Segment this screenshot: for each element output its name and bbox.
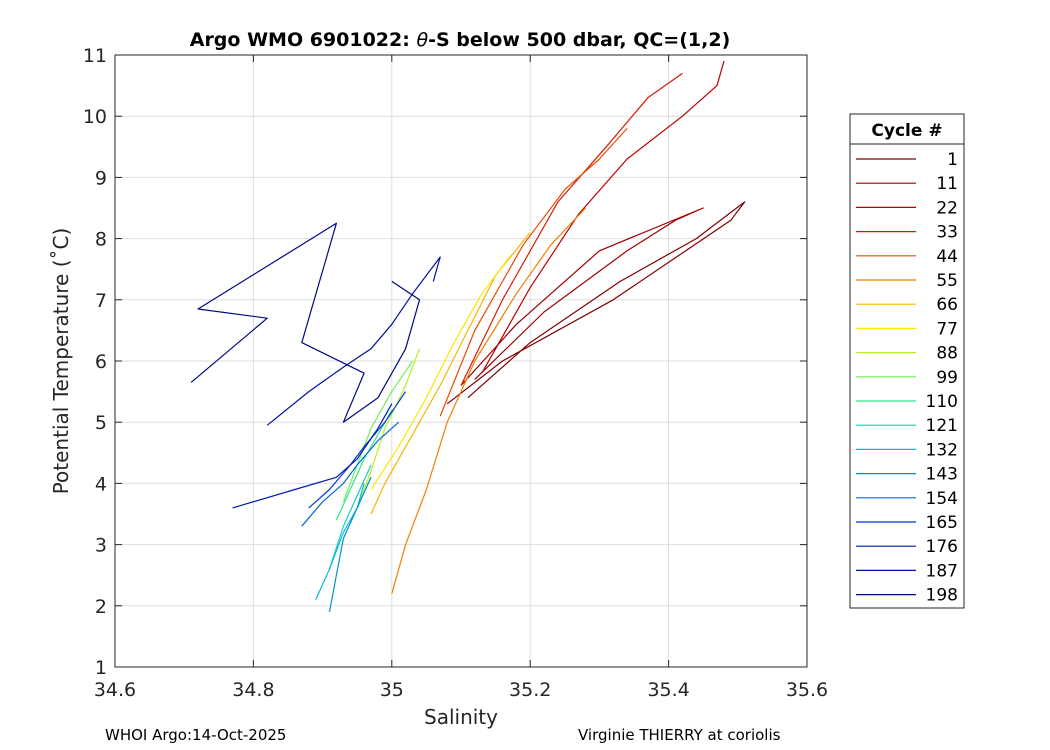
y-tick-label: 2	[95, 596, 107, 618]
legend-label-22: 22	[936, 198, 958, 218]
series-line-cycle-198	[190, 222, 421, 423]
legend-label-44: 44	[936, 247, 958, 267]
footer-left: WHOI Argo:14-Oct-2025	[105, 726, 286, 744]
y-tick-label: 5	[95, 412, 107, 434]
chart-title: Argo WMO 6901022: θ-S below 500 dbar, QC…	[190, 29, 731, 51]
x-tick-label: 35.2	[509, 679, 551, 701]
title-prefix: Argo WMO 6901022:	[190, 29, 417, 51]
legend-label-143: 143	[926, 465, 958, 485]
series-line-cycle-121	[328, 464, 372, 570]
x-tick-label: 34.6	[94, 679, 136, 701]
series-line-cycle-1	[446, 201, 746, 405]
legend-label-55: 55	[936, 271, 958, 291]
legend-label-176: 176	[926, 537, 958, 557]
y-tick-label: 1	[95, 657, 107, 679]
series-line-cycle-132	[315, 483, 365, 600]
x-tick-label: 35.4	[647, 679, 689, 701]
legend-label-132: 132	[926, 440, 958, 460]
y-tick-label: 10	[83, 106, 107, 128]
plot-frame	[114, 54, 808, 668]
legend-label-154: 154	[926, 489, 958, 509]
series-line-cycle-110	[335, 409, 393, 521]
series-line-cycle-165	[308, 391, 407, 509]
series-line-cycle-55	[391, 207, 587, 594]
legend-label-66: 66	[936, 295, 958, 315]
legend-label-198: 198	[926, 586, 958, 606]
x-tick-label: 34.8	[232, 679, 274, 701]
legend-box	[849, 113, 965, 609]
y-tick-label: 8	[95, 229, 107, 251]
series-line-cycle-99	[342, 360, 414, 503]
grid	[114, 54, 808, 668]
series-line-cycle-22	[481, 60, 725, 374]
series-line-cycle-176	[232, 403, 393, 509]
legend-label-165: 165	[926, 513, 958, 533]
legend-entries: 1112233445566778899110121132143154165176…	[856, 150, 958, 606]
x-axis-label: Salinity	[424, 705, 498, 729]
legend-label-121: 121	[926, 416, 958, 436]
legend-label-77: 77	[936, 319, 958, 339]
x-tick-label: 35.6	[786, 679, 828, 701]
series-line-cycle-88	[356, 348, 421, 509]
legend-label-33: 33	[936, 223, 958, 243]
legend-label-110: 110	[926, 392, 958, 412]
y-tick-label: 11	[83, 45, 107, 67]
series-line-cycle-11	[460, 207, 704, 386]
y-axis-ticks: 1 2 3 4 5 6 7 8 9 10 11	[83, 45, 807, 679]
y-tick-label: 9	[95, 167, 107, 189]
y-tick-label: 3	[95, 535, 107, 557]
x-tick-label: 35	[380, 679, 404, 701]
series-lines	[190, 60, 746, 613]
series-line-cycle-44	[439, 127, 628, 417]
series-line-cycle-77	[370, 256, 510, 490]
legend: Cycle # 11122334455667788991101211321431…	[849, 113, 965, 609]
legend-label-187: 187	[926, 561, 958, 581]
series-line-cycle-143	[328, 477, 372, 613]
y-tick-label: 4	[95, 473, 107, 495]
y-tick-label: 7	[95, 290, 107, 312]
x-axis-ticks: 34.6 34.8 35 35.2 35.4 35.6	[94, 55, 828, 701]
title-suffix: -S below 500 dbar, QC=(1,2)	[428, 29, 730, 51]
title-theta: θ	[416, 29, 428, 51]
footer-right: Virginie THIERRY at coriolis	[578, 726, 781, 744]
series-line-cycle-154	[301, 421, 400, 527]
legend-label-99: 99	[936, 368, 958, 388]
legend-title: Cycle #	[871, 121, 942, 141]
y-axis-label: Potential Temperature (˚C)	[49, 228, 73, 495]
legend-label-1: 1	[947, 150, 958, 170]
y-tick-label: 6	[95, 351, 107, 373]
legend-label-11: 11	[936, 174, 958, 194]
series-line-cycle-187	[266, 256, 441, 426]
legend-label-88: 88	[936, 344, 958, 364]
